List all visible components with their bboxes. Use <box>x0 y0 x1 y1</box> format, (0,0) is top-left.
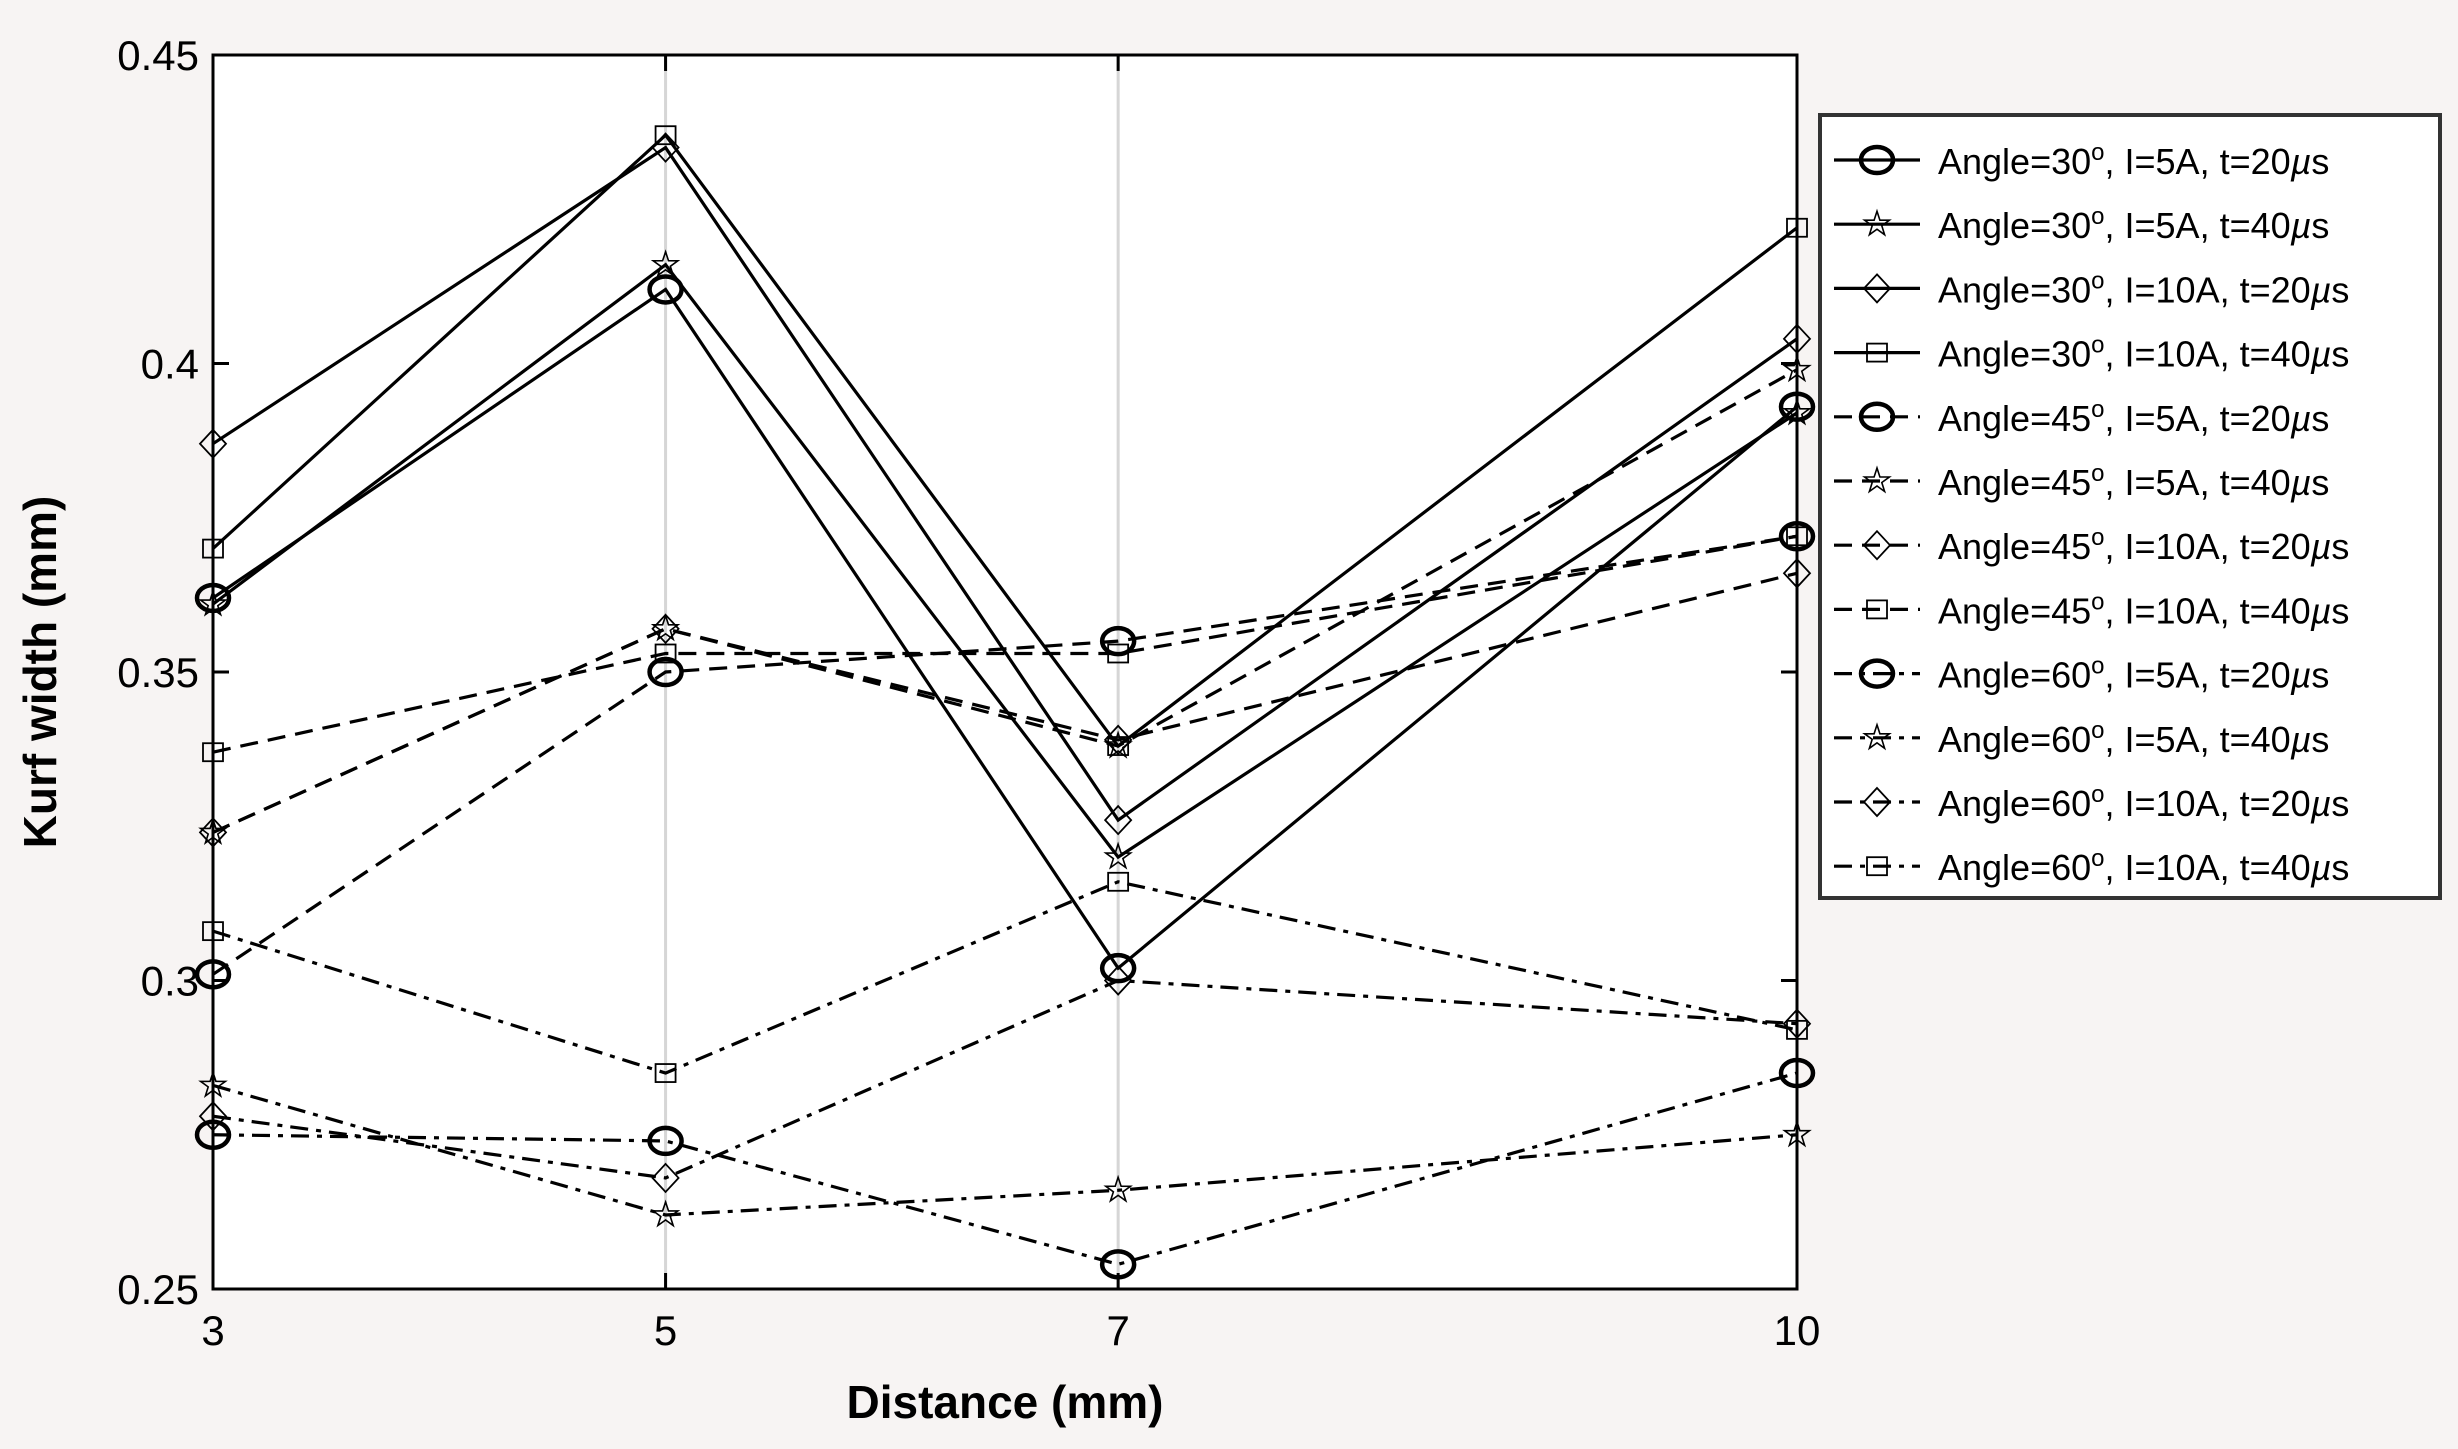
series-line <box>212 368 1798 834</box>
star-marker <box>650 1199 681 1228</box>
y-tick-label: 0.3 <box>141 958 199 1005</box>
legend-label: Angle=60o, I=10A, t=40µs <box>1938 845 2349 888</box>
y-tick-label: 0.35 <box>117 649 199 696</box>
legend-square-icon <box>1866 342 1888 363</box>
square-marker <box>1107 871 1130 892</box>
legend-item: Angle=30o, I=5A, t=20µs <box>1834 139 2329 182</box>
legend-label: Angle=30o, I=10A, t=40µs <box>1938 332 2349 375</box>
circle-marker <box>647 274 684 305</box>
legend-item: Angle=60o, I=10A, t=40µs <box>1834 845 2349 888</box>
series-line <box>212 534 1798 976</box>
x-tick-label: 7 <box>1106 1307 1129 1354</box>
y-tick-label: 0.25 <box>117 1266 199 1313</box>
series-line <box>212 534 1798 754</box>
legend-label: Angle=45o, I=10A, t=20µs <box>1938 524 2349 567</box>
legend-item: Angle=45o, I=10A, t=20µs <box>1834 524 2349 567</box>
square-marker <box>654 643 677 664</box>
x-tick-label: 10 <box>1774 1307 1821 1354</box>
legend-item: Angle=60o, I=5A, t=20µs <box>1834 653 2329 696</box>
diamond-marker <box>1103 965 1133 996</box>
legend-item: Angle=60o, I=5A, t=40µs <box>1834 717 2329 760</box>
legend-label: Angle=45o, I=5A, t=20µs <box>1938 396 2329 439</box>
legend-diamond-icon <box>1862 786 1892 818</box>
series-line <box>212 1083 1798 1217</box>
diamond-marker <box>1103 724 1133 756</box>
legend-label: Angle=45o, I=5A, t=40µs <box>1938 460 2329 503</box>
y-axis-label: Kurf width (mm) <box>14 496 66 849</box>
diamond-marker <box>1103 804 1133 836</box>
y-tick-label: 0.4 <box>141 341 199 388</box>
star-marker <box>650 249 681 278</box>
legend-label: Angle=60o, I=10A, t=20µs <box>1938 781 2349 824</box>
circle-marker <box>647 656 684 688</box>
axis-ticks: 3 5 7 10 0.25 0.3 0.35 0.4 0.45 <box>117 32 1820 1354</box>
legend: Angle=30o, I=5A, t=20µs Angle=30o, I=5A, … <box>1818 113 2442 900</box>
legend-box <box>1818 113 2442 900</box>
x-tick-label: 3 <box>201 1307 224 1354</box>
legend-circle-icon <box>1858 401 1896 433</box>
legend-label: Angle=45o, I=10A, t=40µs <box>1938 588 2349 631</box>
legend-item: Angle=30o, I=5A, t=40µs <box>1834 203 2329 246</box>
series-line <box>212 978 1798 1180</box>
legend-item: Angle=45o, I=10A, t=40µs <box>1834 588 2349 631</box>
legend-diamond-icon <box>1862 273 1892 304</box>
legend-item: Angle=45o, I=5A, t=20µs <box>1834 396 2329 439</box>
series-line <box>211 132 1798 749</box>
legend-circle-icon <box>1858 658 1896 689</box>
legend-diamond-icon <box>1862 529 1892 561</box>
star-marker <box>1103 841 1133 870</box>
series-line <box>212 262 1798 860</box>
legend-label: Angle=60o, I=5A, t=40µs <box>1938 717 2329 760</box>
legend-star-icon <box>1862 465 1892 494</box>
series-12 <box>202 871 1808 1083</box>
plot-area <box>213 55 1797 1289</box>
legend-star-icon <box>1862 208 1892 237</box>
legend-star-icon <box>1862 722 1892 751</box>
legend-item: Angle=30o, I=10A, t=20µs <box>1834 267 2349 310</box>
star-marker <box>1103 730 1133 759</box>
legend-square-icon <box>1866 856 1888 877</box>
series-group <box>194 125 1816 1280</box>
legend-square-icon <box>1866 599 1888 620</box>
series-line <box>212 287 1799 971</box>
y-tick-label: 0.45 <box>117 32 199 79</box>
legend-label: Angle=30o, I=5A, t=40µs <box>1938 203 2329 246</box>
square-marker <box>654 1063 677 1083</box>
circle-marker <box>1099 625 1137 657</box>
square-marker <box>1107 643 1130 664</box>
circle-marker <box>647 1125 684 1157</box>
x-tick-label: 5 <box>654 1307 677 1354</box>
legend-item: Angle=60o, I=10A, t=20µs <box>1834 781 2349 824</box>
series-line <box>212 880 1798 1075</box>
series-line <box>212 145 1798 823</box>
legend-label: Angle=30o, I=5A, t=20µs <box>1938 139 2329 182</box>
x-axis-label: Distance (mm) <box>847 1376 1164 1428</box>
legend-label: Angle=30o, I=10A, t=20µs <box>1938 267 2349 310</box>
square-marker <box>654 125 677 146</box>
diamond-marker <box>651 1162 680 1194</box>
legend-item: Angle=30o, I=10A, t=40µs <box>1834 332 2349 375</box>
legend-item: Angle=45o, I=5A, t=40µs <box>1834 460 2329 503</box>
series-line <box>212 1071 1798 1266</box>
diamond-marker <box>651 613 680 645</box>
legend-label: Angle=60o, I=5A, t=20µs <box>1938 653 2329 696</box>
star-marker <box>1103 1174 1133 1203</box>
series-line <box>212 571 1798 834</box>
legend-circle-icon <box>1858 144 1896 176</box>
